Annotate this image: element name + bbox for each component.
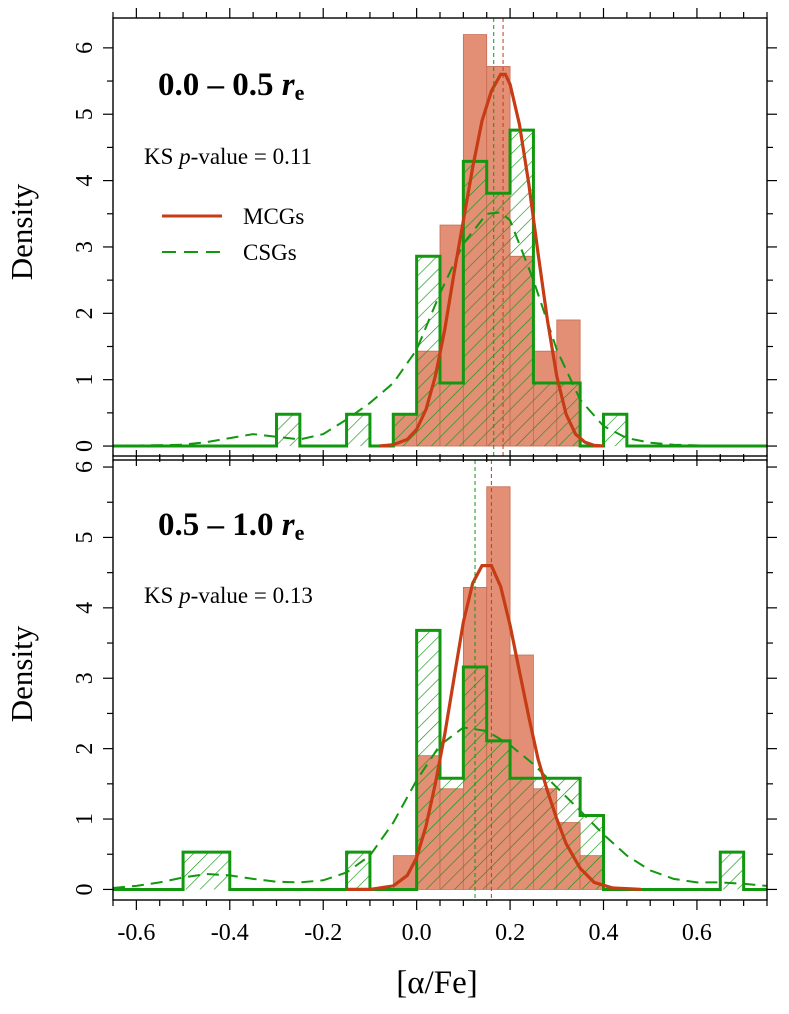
csg-histogram <box>113 128 767 448</box>
y-tick-label: 0 <box>72 883 98 895</box>
top-ylabel: Density <box>4 183 39 280</box>
csg-hist-bar <box>603 414 627 447</box>
csg-hist-bar <box>580 815 604 890</box>
y-tick-label: 3 <box>72 672 98 684</box>
csg-hist-bar <box>510 130 534 447</box>
x-tick-label: -0.4 <box>211 920 249 946</box>
csg-hist-bar <box>463 161 487 447</box>
csg-hist-bar <box>510 778 534 890</box>
bottom-panel: 0 1 2 3 4 5 6 -0.6 -0.4 -0.2 0.0 0.2 0.4 0.6 0.5 – 1.… <box>4 450 777 946</box>
bottom-panel-title: 0.5 – 1.0 re <box>158 507 305 545</box>
y-tick-label: 5 <box>72 108 98 120</box>
csg-hist-bar <box>346 414 370 447</box>
top-ks-pvalue: KS p-value = 0.11 <box>144 144 312 169</box>
csg-hist-bar <box>720 852 744 890</box>
legend: MCGs CSGs <box>162 204 304 265</box>
legend-mcg-label: MCGs <box>243 204 304 229</box>
csg-hist-bar <box>556 778 581 890</box>
legend-csg-label: CSGs <box>243 240 297 265</box>
csg-hist-bar <box>533 383 557 447</box>
median-lines <box>474 460 492 900</box>
y-tick-label: 2 <box>72 307 98 319</box>
csg-hist-bar <box>440 778 464 890</box>
csg-hist-outline <box>113 128 767 448</box>
csg-hist-bar <box>486 740 511 890</box>
y-tick-label: 2 <box>72 743 98 755</box>
x-axis-label: [α/Fe] <box>396 965 477 1001</box>
csg-hist-bar <box>183 852 207 890</box>
bottom-ylabel: Density <box>4 625 39 722</box>
csg-hist-bar <box>206 852 230 890</box>
mcg-density-curve <box>379 72 604 448</box>
bottom-axes: 0 1 2 3 4 5 6 -0.6 -0.4 -0.2 0.0 0.2 0.4 0.6 <box>72 450 777 946</box>
y-tick-label: 1 <box>72 374 98 386</box>
y-tick-label: 4 <box>72 602 98 614</box>
y-tick-label: 3 <box>72 241 98 253</box>
csg-hist-bar <box>276 414 300 447</box>
x-tick-label: -0.2 <box>304 920 342 946</box>
top-panel-title: 0.0 – 0.5 re <box>158 67 305 105</box>
x-tick-label: 0.4 <box>589 920 619 946</box>
median-lines <box>493 18 504 456</box>
bottom-ks-pvalue: KS p-value = 0.13 <box>144 583 313 608</box>
csg-hist-bar <box>533 778 557 890</box>
x-tick-label: 0.0 <box>402 920 432 946</box>
top-panel: 0 1 2 3 4 5 6 0.0 – 0.5 re KS p-value = 0.11 M… <box>4 8 777 466</box>
y-tick-label: 5 <box>72 531 98 543</box>
csg-density-curve <box>112 211 767 447</box>
csg-hist-outline <box>113 628 767 891</box>
csg-hist-bar <box>486 193 511 447</box>
y-tick-label: 4 <box>72 175 98 187</box>
y-tick-label: 1 <box>72 813 98 825</box>
x-tick-label: -0.6 <box>117 920 155 946</box>
y-tick-label: 0 <box>72 440 98 452</box>
csg-hist-bar <box>440 383 464 447</box>
csg-density-curve <box>112 726 768 889</box>
x-tick-label: 0.6 <box>682 920 712 946</box>
csg-hist-bar <box>416 256 440 447</box>
csg-hist-bar <box>346 852 370 890</box>
csg-hist-bar <box>416 630 440 890</box>
y-tick-label: 6 <box>72 42 98 54</box>
x-tick-label: 0.2 <box>495 920 525 946</box>
density-curves <box>112 72 767 448</box>
y-tick-label: 6 <box>72 461 98 473</box>
csg-hist-bar <box>393 414 417 447</box>
